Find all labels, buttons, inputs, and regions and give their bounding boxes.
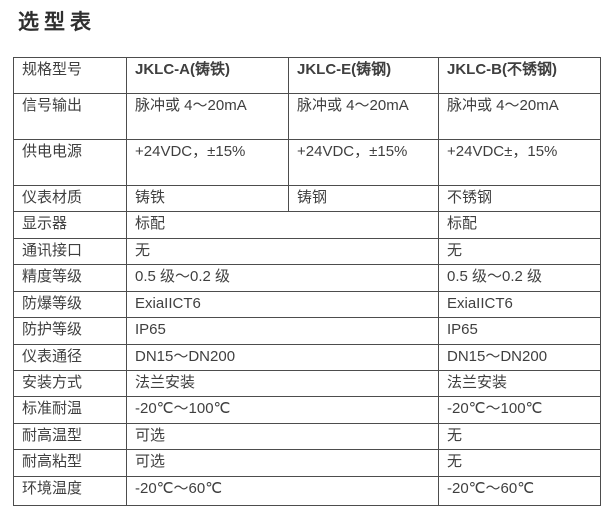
row-signal-output: 信号输出 脉冲或 4～20mA 脉冲或 4～20mA 脉冲或 4～20mA	[13, 93, 601, 140]
row-standard-temp: 标准耐温 -20℃～100℃ -20℃～100℃	[13, 396, 601, 424]
value-cell: 脉冲或 4～20mA	[438, 93, 601, 140]
value-cell: +24VDC，±15%	[288, 139, 439, 186]
value-cell: 无	[438, 449, 601, 477]
header-jklc-b: JKLC-B(不锈钢)	[438, 57, 601, 94]
value-cell: DN15～DN200	[438, 344, 601, 371]
value-cell: IP65	[438, 317, 601, 345]
value-cell: ExiaIICT6	[438, 291, 601, 318]
row-label-cell: 信号输出	[13, 93, 127, 140]
row-label-cell: 环境温度	[13, 476, 127, 506]
value-cell: -20℃～60℃	[438, 476, 601, 506]
value-cell: 铸铁	[126, 185, 289, 212]
row-meter-material: 仪表材质 铸铁 铸钢 不锈钢	[13, 185, 601, 212]
value-cell-merged: DN15～DN200	[126, 344, 439, 371]
header-jklc-e: JKLC-E(铸钢)	[288, 57, 439, 94]
value-cell: +24VDC，±15%	[126, 139, 289, 186]
value-cell: 铸钢	[288, 185, 439, 212]
row-label-cell: 仪表通径	[13, 344, 127, 371]
value-cell-merged: IP65	[126, 317, 439, 345]
row-explosion-proof-class: 防爆等级 ExiaIICT6 ExiaIICT6	[13, 291, 601, 318]
row-accuracy-class: 精度等级 0.5 级～0.2 级 0.5 级～0.2 级	[13, 264, 601, 292]
row-label-cell: 防护等级	[13, 317, 127, 345]
value-cell: 无	[438, 238, 601, 265]
row-label-cell: 耐高粘型	[13, 449, 127, 477]
row-label-cell: 供电电源	[13, 139, 127, 186]
value-cell: 不锈钢	[438, 185, 601, 212]
row-protection-class: 防护等级 IP65 IP65	[13, 317, 601, 345]
row-ambient-temp: 环境温度 -20℃～60℃ -20℃～60℃	[13, 476, 601, 506]
header-spec-model: 规格型号	[13, 57, 127, 94]
value-cell-merged: -20℃～60℃	[126, 476, 439, 506]
value-cell: 法兰安装	[438, 370, 601, 397]
row-power-supply: 供电电源 +24VDC，±15% +24VDC，±15% +24VDC±，15%	[13, 139, 601, 186]
value-cell: +24VDC±，15%	[438, 139, 601, 186]
row-label-cell: 防爆等级	[13, 291, 127, 318]
row-label-cell: 仪表材质	[13, 185, 127, 212]
row-label-cell: 安装方式	[13, 370, 127, 397]
value-cell-merged: 可选	[126, 423, 439, 450]
value-cell: 标配	[438, 211, 601, 239]
row-label-cell: 通讯接口	[13, 238, 127, 265]
row-high-viscosity-option: 耐高粘型 可选 无	[13, 449, 601, 477]
value-cell-merged: 无	[126, 238, 439, 265]
table-header-row: 规格型号 JKLC-A(铸铁) JKLC-E(铸钢) JKLC-B(不锈钢)	[13, 57, 601, 94]
row-label-cell: 显示器	[13, 211, 127, 239]
row-label-cell: 耐高温型	[13, 423, 127, 450]
value-cell: 无	[438, 423, 601, 450]
row-display: 显示器 标配 标配	[13, 211, 601, 239]
model-selection-table: 规格型号 JKLC-A(铸铁) JKLC-E(铸钢) JKLC-B(不锈钢) 信…	[13, 57, 601, 506]
value-cell: -20℃～100℃	[438, 396, 601, 424]
value-cell: 脉冲或 4～20mA	[126, 93, 289, 140]
row-installation-method: 安装方式 法兰安装 法兰安装	[13, 370, 601, 397]
value-cell: 脉冲或 4～20mA	[288, 93, 439, 140]
value-cell-merged: ExiaIICT6	[126, 291, 439, 318]
page-title: 选型表	[18, 11, 96, 34]
value-cell-merged: 法兰安装	[126, 370, 439, 397]
value-cell-merged: 可选	[126, 449, 439, 477]
row-label-cell: 精度等级	[13, 264, 127, 292]
value-cell-merged: -20℃～100℃	[126, 396, 439, 424]
value-cell-merged: 0.5 级～0.2 级	[126, 264, 439, 292]
value-cell: 0.5 级～0.2 级	[438, 264, 601, 292]
row-comm-interface: 通讯接口 无 无	[13, 238, 601, 265]
row-label-cell: 标准耐温	[13, 396, 127, 424]
header-jklc-a: JKLC-A(铸铁)	[126, 57, 289, 94]
row-high-temp-option: 耐高温型 可选 无	[13, 423, 601, 450]
row-meter-diameter: 仪表通径 DN15～DN200 DN15～DN200	[13, 344, 601, 371]
value-cell-merged: 标配	[126, 211, 439, 239]
